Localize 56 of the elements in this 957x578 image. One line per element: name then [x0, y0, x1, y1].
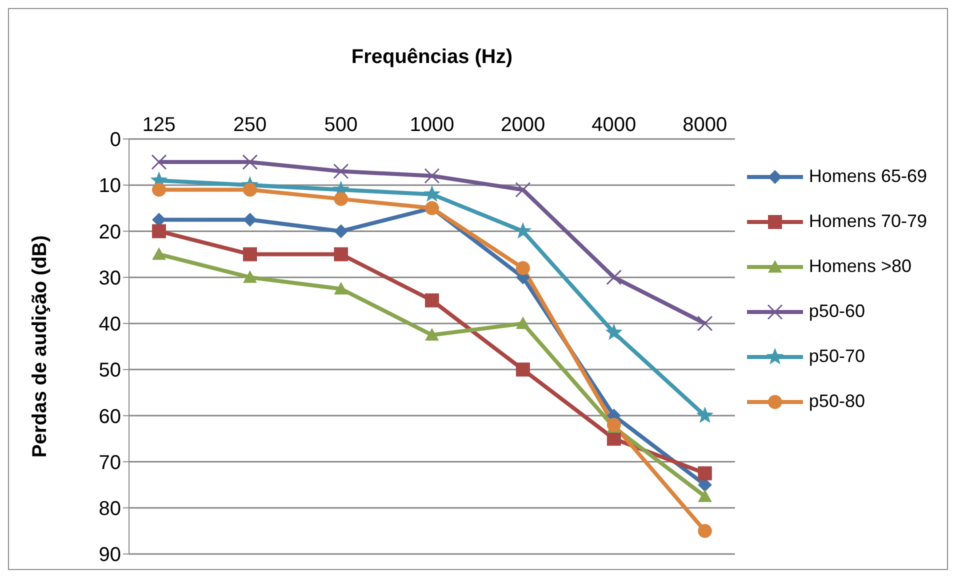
x-tick-label: 4000 — [592, 114, 636, 136]
point — [606, 418, 621, 432]
point — [423, 185, 441, 202]
legend-label: p50-70 — [808, 346, 865, 367]
y-tick-label: 40 — [98, 314, 121, 336]
point — [696, 406, 714, 424]
point — [606, 270, 622, 286]
point — [334, 224, 348, 238]
x-tick-label: 500 — [324, 114, 358, 136]
y-axis-title: Perdas de audição (dB) — [29, 235, 52, 458]
point — [698, 524, 712, 538]
x-tick-label: 125 — [142, 114, 176, 136]
y-tick-label: 60 — [98, 406, 121, 428]
point — [242, 247, 257, 262]
y-tick-label: 70 — [98, 452, 121, 474]
point — [516, 316, 530, 330]
point — [242, 154, 258, 170]
legend-label: p50-60 — [808, 301, 865, 322]
point — [697, 316, 713, 332]
y-tick-label: 20 — [98, 221, 121, 244]
point — [333, 164, 349, 180]
point — [334, 282, 348, 294]
point — [242, 212, 257, 227]
point — [242, 182, 257, 197]
point — [606, 432, 621, 446]
point — [334, 192, 348, 206]
point — [424, 328, 439, 341]
point — [152, 224, 166, 238]
point — [515, 182, 531, 198]
y-tick-label: 10 — [98, 175, 121, 198]
x-tick-label: 2000 — [500, 114, 546, 136]
legend-label: Homens 70-79 — [808, 211, 927, 232]
point — [242, 270, 257, 283]
x-axis-title: Frequências (Hz) — [351, 46, 513, 68]
point — [516, 261, 530, 276]
legend-label: p50-80 — [808, 391, 865, 412]
point — [516, 362, 530, 377]
x-tick-label: 8000 — [682, 114, 728, 136]
point — [424, 168, 440, 184]
legend-label: Homens 65-69 — [808, 166, 927, 187]
legend-label: Homens >80 — [808, 256, 912, 277]
y-tick-label: 30 — [98, 267, 121, 290]
point — [605, 324, 623, 340]
point — [424, 293, 439, 308]
x-tick-label: 250 — [233, 114, 267, 136]
y-tick-label: 90 — [98, 544, 121, 566]
point — [698, 489, 712, 502]
y-tick-label: 0 — [110, 129, 121, 152]
point — [334, 247, 348, 262]
point — [151, 154, 167, 170]
point — [698, 466, 712, 480]
y-tick-label: 50 — [98, 360, 121, 382]
point — [152, 182, 166, 197]
y-tick-label: 80 — [98, 498, 121, 520]
point — [152, 247, 166, 260]
x-tick-label: 1000 — [410, 114, 454, 136]
